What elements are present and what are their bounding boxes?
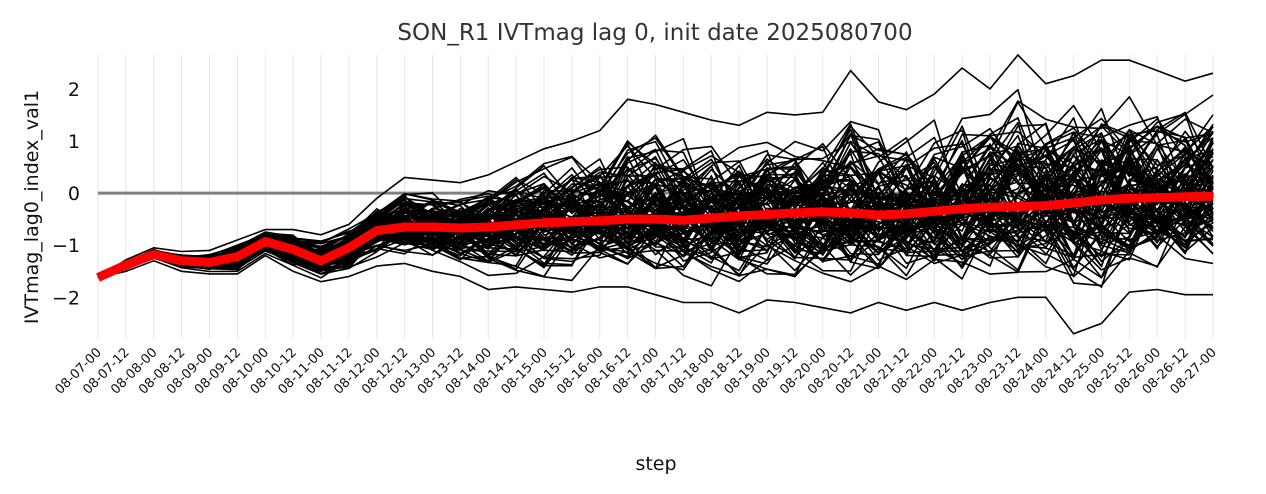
y-axis-label: IVTmag_lag0_index_val1 bbox=[21, 90, 43, 324]
y-tick-label: 0 bbox=[68, 183, 80, 205]
ensemble-mean-line bbox=[96, 191, 1214, 282]
series bbox=[96, 191, 1214, 282]
x-axis-ticks: 08-07-0008-07-1208-08-0008-08-1208-09-00… bbox=[52, 345, 1219, 397]
chart-title: SON_R1 IVTmag lag 0, init date 202508070… bbox=[397, 20, 912, 46]
ensemble-member-line bbox=[97, 163, 1214, 279]
ensemble-min-line bbox=[97, 254, 1213, 335]
ensemble-member-line bbox=[97, 129, 1214, 279]
y-axis-ticks: −2 −1 0 1 2 bbox=[52, 79, 80, 309]
y-tick-label: −1 bbox=[52, 235, 80, 257]
ensemble-member-line bbox=[97, 123, 1214, 279]
ensemble-max-line bbox=[97, 53, 1214, 279]
x-axis-label: step bbox=[635, 453, 676, 475]
y-tick-label: 1 bbox=[68, 131, 80, 153]
y-tick-label: 2 bbox=[68, 79, 80, 101]
y-tick-label: −2 bbox=[52, 287, 80, 309]
